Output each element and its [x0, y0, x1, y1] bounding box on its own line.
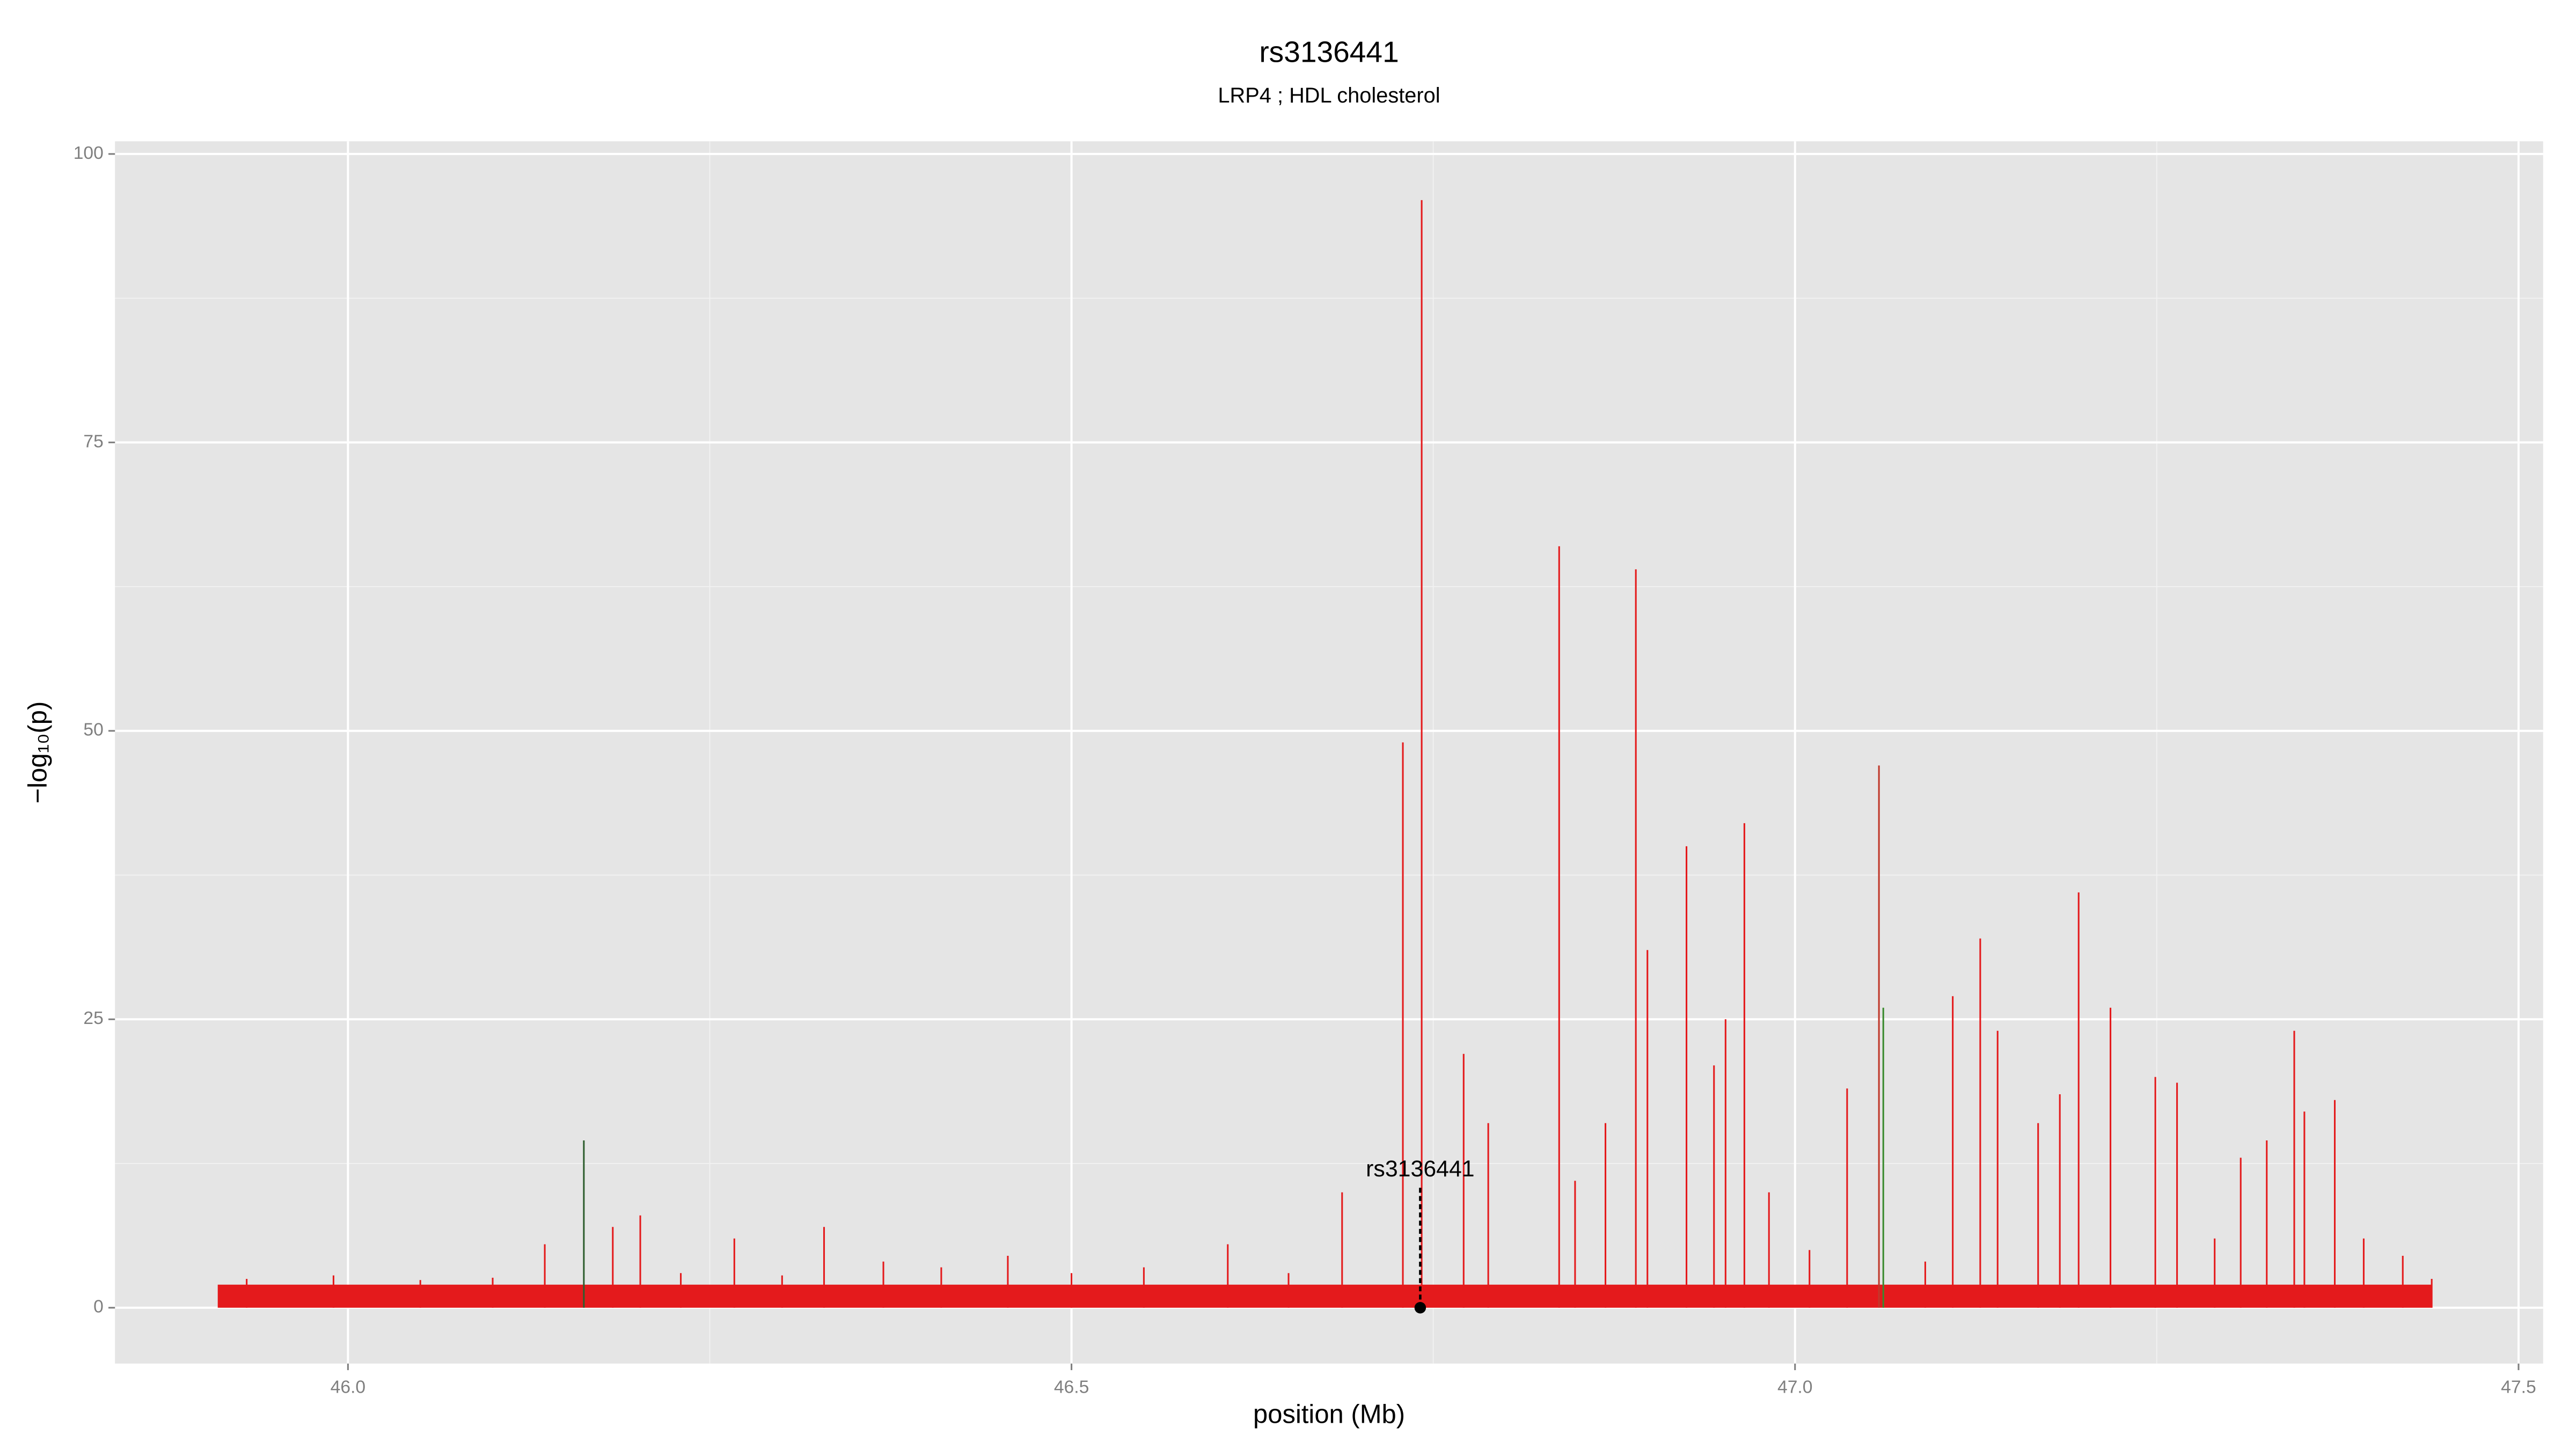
y-tick-label: 50	[83, 720, 103, 740]
y-axis-label: −log₁₀(p)	[23, 701, 52, 804]
y-tick-label: 0	[93, 1297, 104, 1317]
x-tick-label: 46.0	[331, 1378, 366, 1397]
highlight-label: rs3136441	[1366, 1156, 1474, 1182]
chart-title: rs3136441	[1259, 35, 1399, 69]
chart-subtitle: LRP4 ; HDL cholesterol	[1218, 84, 1440, 107]
y-tick-label: 75	[83, 431, 103, 451]
baseline-band	[217, 1284, 2432, 1308]
y-tick-label: 25	[83, 1008, 103, 1028]
plot-panel	[115, 141, 2543, 1364]
x-tick-label: 46.5	[1054, 1378, 1089, 1397]
y-tick-label: 100	[74, 143, 104, 163]
highlight-point	[1414, 1302, 1426, 1314]
x-tick-label: 47.5	[2501, 1378, 2536, 1397]
x-axis-label: position (Mb)	[1253, 1400, 1405, 1429]
x-tick-label: 47.0	[1777, 1378, 1813, 1397]
